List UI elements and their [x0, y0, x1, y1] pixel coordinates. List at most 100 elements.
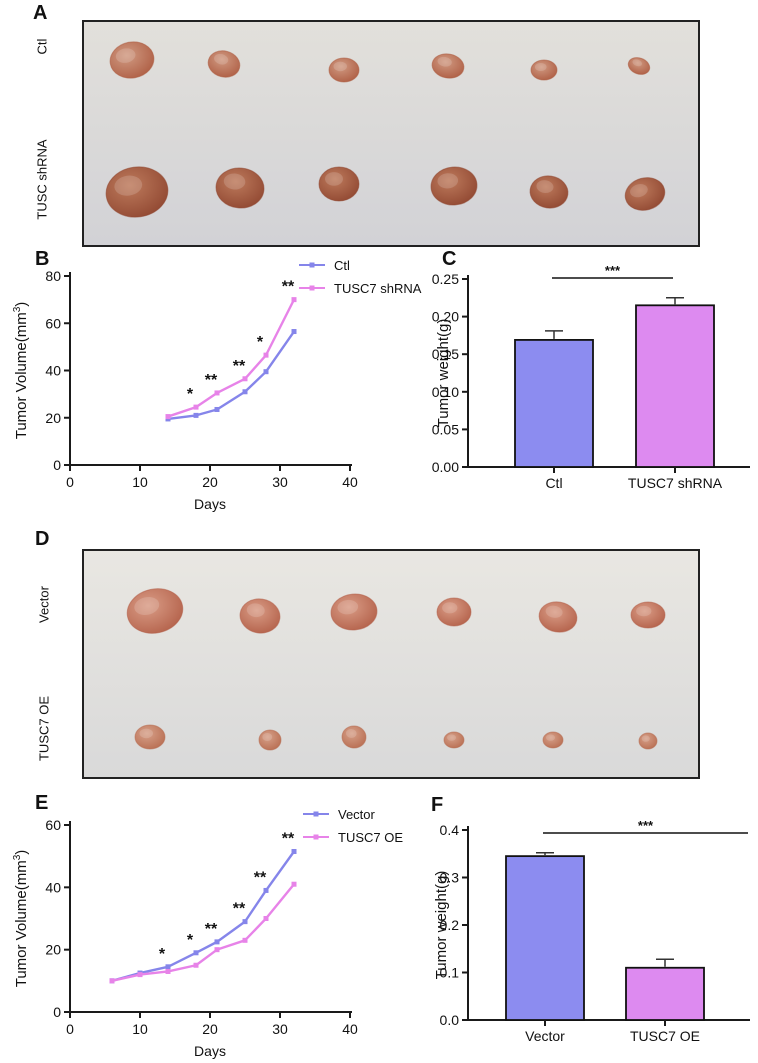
y-tick-label: 0.2 — [440, 917, 460, 933]
tumor-specimen — [134, 724, 166, 750]
data-point-marker — [193, 962, 199, 968]
data-point-marker — [165, 414, 171, 420]
data-point-marker — [242, 376, 248, 382]
data-point-marker — [291, 881, 297, 887]
square-marker-icon — [313, 811, 319, 817]
panel-label-a: A — [33, 2, 48, 24]
data-point-marker — [214, 390, 220, 396]
panel-label-f: F — [431, 794, 444, 816]
bar — [625, 966, 705, 1021]
y-axis-label: Tumor Volume(mm3) — [12, 850, 30, 988]
x-tick-label: 0 — [66, 474, 74, 490]
tumor-specimen — [542, 731, 564, 749]
tumor-highlight — [437, 56, 452, 67]
tumor-highlight — [437, 173, 459, 189]
y-tick-label: 0.3 — [440, 870, 460, 886]
tumor-specimen — [126, 588, 184, 634]
panel-d-tumor-photo — [82, 549, 700, 779]
data-point-marker — [214, 406, 220, 412]
y-tick-label: 0.00 — [432, 459, 459, 475]
y-tick-label: 80 — [45, 268, 61, 284]
tumor-highlight — [632, 59, 643, 67]
y-tick-label: 0.05 — [432, 421, 459, 437]
x-tick-label: 40 — [342, 1021, 358, 1037]
legend-e: Vector TUSC7 OE — [303, 806, 403, 852]
tumor-specimen — [638, 732, 658, 750]
tumor-highlight — [630, 184, 648, 198]
bar — [514, 339, 594, 468]
significance-annotation: * — [187, 932, 194, 949]
tumor-highlight — [246, 603, 265, 618]
significance-annotation: ** — [254, 869, 267, 886]
category-label: Ctl — [545, 475, 562, 491]
tumor-specimen — [538, 601, 578, 633]
data-point-marker — [137, 972, 143, 978]
photo-background — [82, 20, 700, 247]
significance-annotation: ** — [233, 358, 246, 375]
data-point-marker — [242, 919, 248, 925]
square-marker-icon — [313, 834, 319, 840]
tumor-highlight — [139, 728, 153, 739]
tumor-specimen — [529, 175, 569, 209]
tumor-specimen — [105, 166, 169, 218]
legend-label: TUSC7 shRNA — [334, 280, 422, 296]
x-tick-label: 30 — [272, 1021, 288, 1037]
legend-label: TUSC7 OE — [338, 829, 404, 845]
data-point-marker — [109, 978, 115, 984]
significance-annotation: *** — [638, 818, 654, 833]
significance-annotation: *** — [605, 263, 621, 278]
tumor-highlight — [223, 173, 246, 190]
data-point-marker — [291, 297, 297, 303]
tumor-specimen — [341, 725, 367, 749]
photo-background — [82, 549, 700, 779]
tumor-specimen — [624, 177, 666, 211]
tumor-specimen — [443, 731, 465, 749]
y-tick-label: 20 — [45, 410, 61, 426]
line-marker-icon — [299, 262, 325, 268]
panel-a-tumor-photo — [82, 20, 700, 247]
x-tick-label: 0 — [66, 1021, 74, 1037]
legend-item-tusc7-oe: TUSC7 OE — [303, 829, 403, 845]
data-point-marker — [263, 916, 269, 921]
significance-annotation: * — [257, 334, 264, 351]
data-point-marker — [193, 404, 199, 410]
data-point-marker — [263, 887, 269, 893]
square-marker-icon — [309, 262, 315, 268]
y-axis-label: Tumor weight(g) — [435, 319, 452, 428]
y-tick-label: 0.25 — [432, 271, 459, 287]
x-tick-label: 10 — [132, 1021, 148, 1037]
category-label: TUSC7 OE — [630, 1028, 700, 1044]
panel-c-bar-chart: 0.00 0.05 0.10 0.15 0.20 0.25 Ctl TUSC7 shRNA **… — [432, 263, 750, 491]
line-marker-icon — [303, 834, 329, 840]
square-marker-icon — [309, 285, 315, 291]
data-point-marker — [242, 937, 248, 943]
tumor-specimen — [436, 597, 472, 627]
x-tick-label: 40 — [342, 474, 358, 490]
tumor-highlight — [134, 597, 160, 615]
tumor-highlight — [536, 180, 554, 194]
significance-annotation: ** — [282, 279, 295, 296]
bar — [635, 304, 715, 468]
x-tick-label: 10 — [132, 474, 148, 490]
legend-label: Ctl — [334, 257, 350, 273]
series-line — [111, 883, 295, 983]
photo-row-label-tusc7-oe: TUSC7 OE — [36, 696, 52, 762]
series-line — [167, 330, 295, 421]
y-tick-label: 0.15 — [432, 346, 459, 362]
tumor-specimen — [431, 53, 465, 79]
photo-row-label-tusc-shrna: TUSC shRNA — [34, 139, 50, 220]
bar — [505, 855, 585, 1021]
panel-f-bar-chart: 0.0 0.1 0.2 0.3 0.4 Vector TUSC7 OE *** Tumor we… — [433, 818, 750, 1044]
tumor-highlight — [214, 53, 229, 65]
y-tick-label: 0.1 — [440, 965, 460, 981]
line-marker-icon — [299, 285, 325, 291]
data-point-marker — [291, 329, 297, 335]
legend-item-ctl: Ctl — [299, 257, 421, 273]
y-tick-label: 0 — [53, 457, 61, 473]
tumor-highlight — [333, 61, 347, 72]
significance-annotation: ** — [205, 372, 218, 389]
x-axis-label: Days — [194, 1043, 226, 1059]
x-axis-label: Days — [194, 496, 226, 512]
data-point-marker — [291, 848, 297, 854]
